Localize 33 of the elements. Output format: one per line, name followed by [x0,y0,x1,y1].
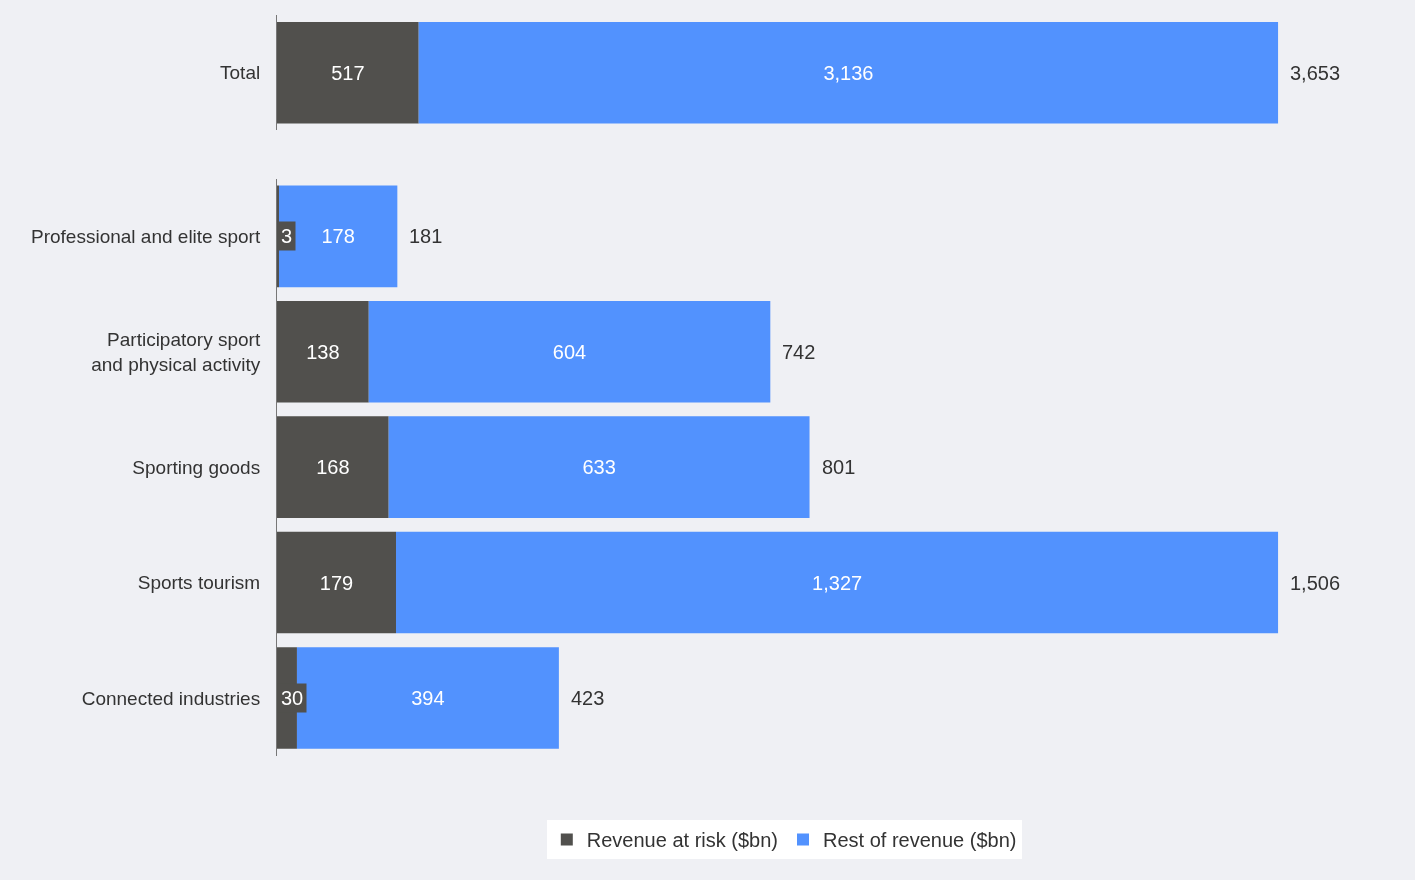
y-tick-label: Professional and elite sport [31,226,261,248]
bar [277,300,369,403]
bar [388,416,810,518]
data-label: 168 [316,456,350,479]
total-label: 801 [822,456,856,478]
data-label: 1,327 [812,571,863,594]
y-tick-label: Connected industries [81,687,261,709]
total-label: 1,506 [1290,572,1341,594]
legend-label: Rest of revenue ($bn) [823,829,1017,852]
data-label: 179 [319,571,354,594]
y-tick-label: Participatory sport and physical activity [91,329,261,375]
legend-label: Revenue at risk ($bn) [586,829,778,852]
data-label: 394 [411,686,445,709]
total-label: 742 [782,341,816,363]
bar [278,185,398,288]
total-label: 181 [409,225,443,247]
bar [368,300,771,403]
data-label: 3 [281,225,293,247]
y-tick-label: Sports tourism [137,572,261,594]
bar [277,531,397,634]
bar [396,531,1279,634]
data-label: 633 [582,456,616,479]
y-tick-label: Total [220,62,261,84]
data-label: 178 [321,225,355,248]
data-label: 604 [552,340,587,363]
data-label: 138 [306,340,340,363]
bar [277,416,389,518]
data-label: 3,136 [823,61,874,84]
data-label: 517 [331,61,365,84]
total-label: 423 [571,687,605,709]
data-label: 30 [281,687,304,709]
y-tick-label: Sporting goods [132,456,261,478]
total-label: 3,653 [1290,62,1341,84]
